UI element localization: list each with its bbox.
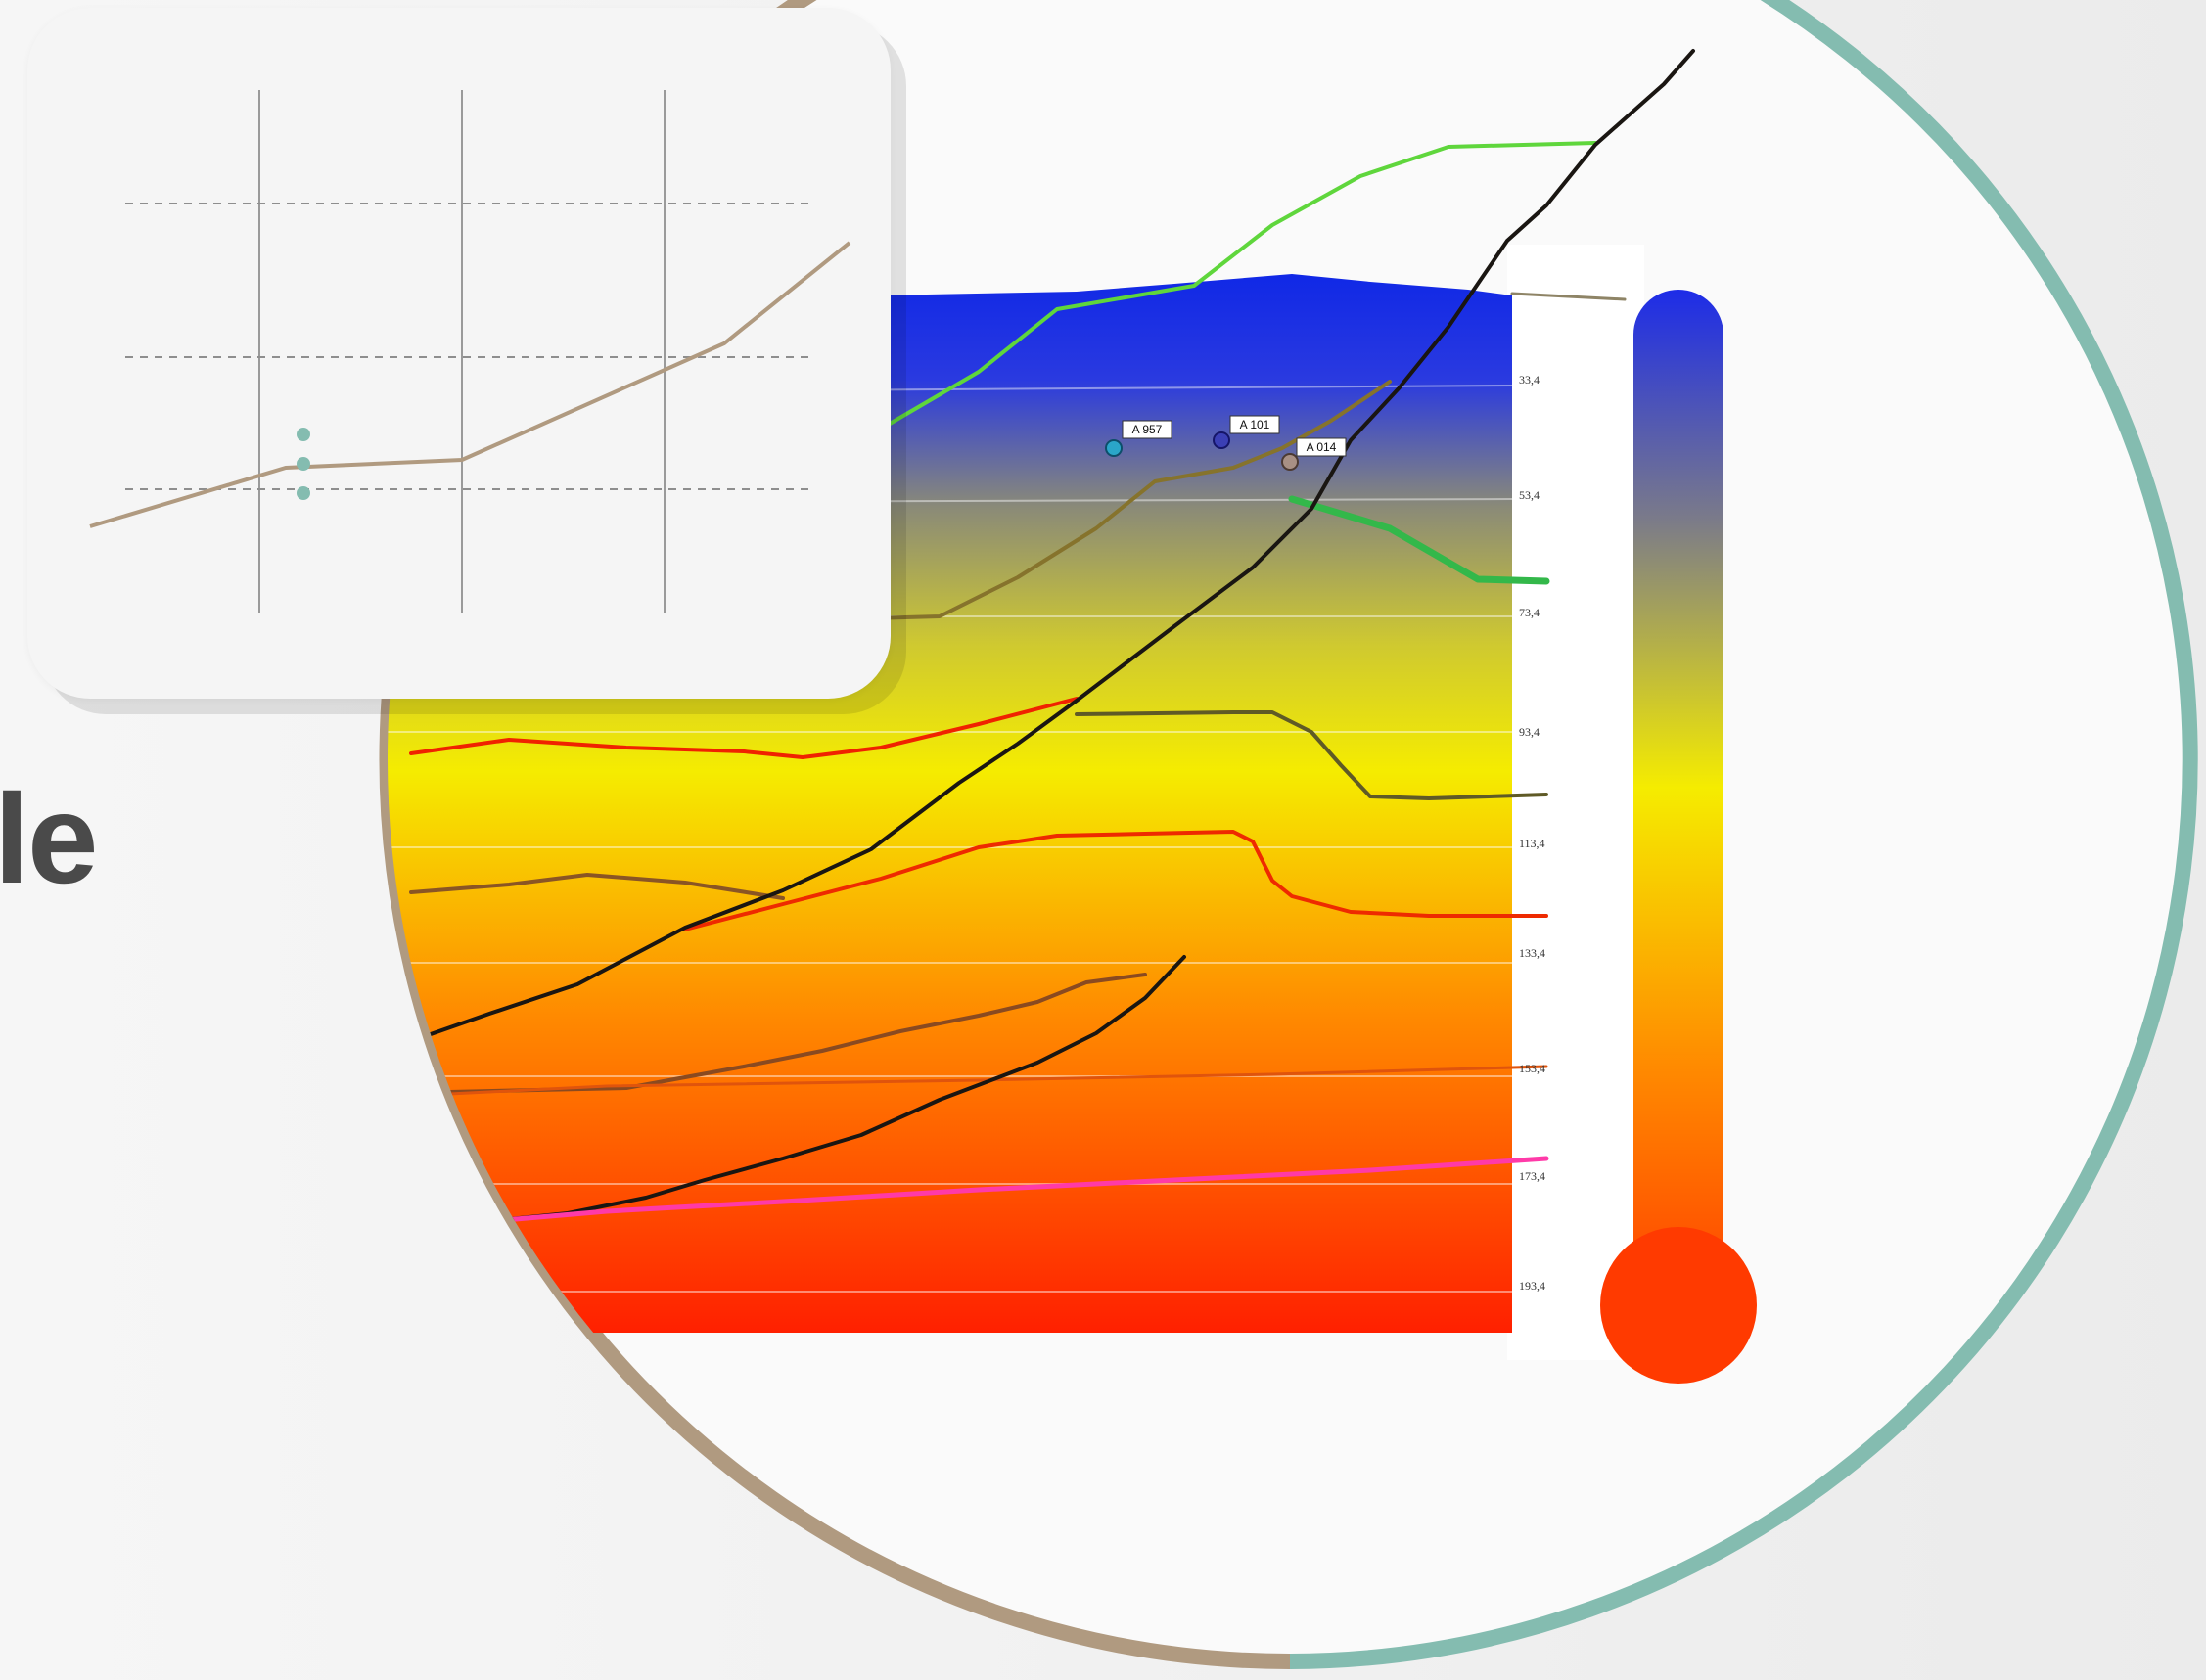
depth-tick-label: 153,4 (1519, 1062, 1545, 1075)
green-curve (859, 141, 1597, 442)
mini-horizontal-gridlines (125, 203, 810, 490)
black-lower-curve (468, 955, 1186, 1225)
green-curve-lower (1288, 495, 1550, 585)
mini-line-series (89, 241, 851, 528)
mini-vertical-gridlines (258, 90, 666, 613)
marker-label-a014: A 014 (1307, 440, 1337, 454)
ring-right-arc (1289, 0, 2198, 1669)
red-upper-curve (409, 697, 1079, 759)
depth-axis: 33,4 53,4 73,4 93,4 113,4 133,4 153,4 17… (1519, 373, 1545, 1293)
dark-olive-curve (1075, 710, 1548, 800)
mini-chart-card (27, 8, 891, 699)
depth-gridlines (388, 385, 1513, 1293)
mini-vertical-dots (297, 428, 310, 500)
orange-deep-curve (409, 1065, 1548, 1098)
marker-a014[interactable]: A 014 (1281, 437, 1347, 471)
gray-top-line (1510, 292, 1627, 301)
slide-heading-fragment: le (0, 767, 98, 910)
red-middle-curve (683, 830, 1548, 931)
thermometer-icon (1600, 290, 1757, 1384)
pink-curve (467, 1156, 1549, 1226)
depth-tick-label: 193,4 (1519, 1279, 1545, 1293)
brown-lower-curve (448, 973, 1147, 1094)
depth-tick-label: 173,4 (1519, 1169, 1545, 1183)
depth-tick-label: 93,4 (1519, 725, 1540, 739)
depth-tick-label: 73,4 (1519, 606, 1540, 619)
black-main-curve (409, 49, 1695, 1043)
brown-left-curve (409, 873, 785, 900)
depth-tick-label: 133,4 (1519, 946, 1545, 960)
mini-line-chart (89, 90, 851, 613)
depth-tick-label: 53,4 (1519, 488, 1540, 502)
marker-a957[interactable]: A 957 (1105, 420, 1172, 457)
marker-a101[interactable]: A 101 (1213, 415, 1280, 449)
depth-tick-label: 33,4 (1519, 373, 1540, 386)
profile-curves (409, 49, 1695, 1226)
depth-tick-label: 113,4 (1519, 837, 1545, 850)
olive-curve (869, 380, 1392, 620)
marker-label-a957: A 957 (1132, 423, 1163, 436)
marker-label-a101: A 101 (1240, 418, 1270, 431)
chart-white-panel (1507, 245, 1644, 1360)
